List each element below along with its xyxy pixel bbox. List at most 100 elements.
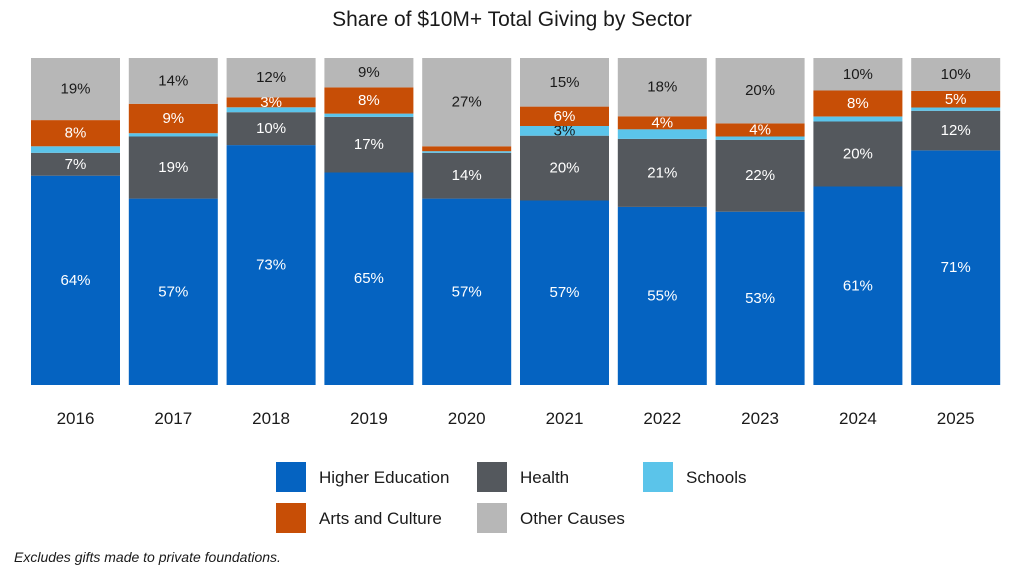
bar-arts-and-culture-2022 <box>617 116 707 130</box>
bar-other-causes-2025 <box>911 58 1001 91</box>
bar-arts-and-culture-2025 <box>911 91 1001 108</box>
x-tick-label-2018: 2018 <box>252 409 290 428</box>
bar-health-2022 <box>617 138 707 207</box>
bar-higher-education-2017 <box>128 198 218 385</box>
data-label-arts-and-culture-2022: 4% <box>651 114 673 131</box>
legend: Higher Education Health Schools Arts and Cu… <box>276 462 746 533</box>
data-label-other-causes-2019: 9% <box>358 64 380 81</box>
legend-swatch-higher-education <box>276 462 306 492</box>
legend-swatch-schools <box>643 462 673 492</box>
bar-higher-education-2022 <box>617 206 707 385</box>
bar-schools-2021 <box>520 126 609 136</box>
plot-area: 64% 7% 8% 19% 57% 19% 9% 14% 73% 10% 3% 12% 65% 17% 8%… <box>31 58 1001 385</box>
footnote: Excludes gifts made to private foundatio… <box>14 549 281 565</box>
bar-other-causes-2016 <box>31 58 120 121</box>
legend-label-higher-education: Higher Education <box>319 468 449 487</box>
bar-other-causes-2021 <box>520 58 609 107</box>
data-label-arts-and-culture-2025: 5% <box>945 91 967 108</box>
data-label-other-causes-2016: 19% <box>60 81 90 98</box>
bar-health-2024 <box>813 121 903 187</box>
bar-higher-education-2024 <box>813 186 903 385</box>
bar-health-2020 <box>422 152 512 199</box>
bar-health-2019 <box>324 116 414 173</box>
legend-label-schools: Schools <box>686 468 746 487</box>
x-tick-label-2024: 2024 <box>839 409 877 428</box>
data-label-health-2017: 19% <box>158 159 188 176</box>
bar-arts-and-culture-2017 <box>128 103 218 134</box>
data-label-arts-and-culture-2024: 8% <box>847 95 869 112</box>
data-label-health-2020: 14% <box>452 167 482 184</box>
data-label-higher-education-2016: 64% <box>60 272 90 289</box>
legend-label-arts-and-culture: Arts and Culture <box>319 509 442 528</box>
bar-arts-and-culture-2021 <box>520 106 609 126</box>
x-axis-ticks: 2016 2017 2018 2019 2020 2021 2022 2023 2024 2025 <box>57 409 975 428</box>
data-label-higher-education-2017: 57% <box>158 283 188 300</box>
bar-other-causes-2019 <box>324 58 414 88</box>
data-label-higher-education-2024: 61% <box>843 277 873 294</box>
x-tick-label-2019: 2019 <box>350 409 388 428</box>
bar-health-2021 <box>520 135 609 201</box>
data-label-other-causes-2023: 20% <box>745 82 775 99</box>
legend-label-other-causes: Other Causes <box>520 509 625 528</box>
bar-schools-2016 <box>31 146 120 153</box>
bar-higher-education-2021 <box>520 200 609 385</box>
bar-other-causes-2023 <box>715 58 805 124</box>
x-tick-label-2022: 2022 <box>643 409 681 428</box>
data-label-higher-education-2022: 55% <box>647 288 677 305</box>
data-label-health-2018: 10% <box>256 120 286 137</box>
bar-arts-and-culture-2024 <box>813 90 903 117</box>
data-label-health-2023: 22% <box>745 167 775 184</box>
data-label-arts-and-culture-2016: 8% <box>65 125 87 142</box>
bar-schools-2017 <box>128 133 218 137</box>
bar-health-2017 <box>128 136 218 199</box>
bar-health-2016 <box>31 152 120 176</box>
data-label-higher-education-2020: 57% <box>452 283 482 300</box>
bar-schools-2022 <box>617 129 707 139</box>
x-tick-label-2025: 2025 <box>937 409 975 428</box>
bar-higher-education-2025 <box>911 150 1001 385</box>
bar-schools-2019 <box>324 113 414 117</box>
chart-title: Share of $10M+ Total Giving by Sector <box>332 8 692 31</box>
bar-arts-and-culture-2016 <box>31 120 120 147</box>
bar-health-2018 <box>226 112 316 146</box>
bar-schools-2018 <box>226 107 316 113</box>
bar-higher-education-2016 <box>31 175 120 385</box>
data-label-other-causes-2017: 14% <box>158 72 188 89</box>
bar-schools-2024 <box>813 116 903 122</box>
bar-schools-2025 <box>911 107 1001 111</box>
x-tick-label-2017: 2017 <box>154 409 192 428</box>
bar-higher-education-2023 <box>715 211 805 385</box>
bar-higher-education-2020 <box>422 198 512 385</box>
legend-swatch-other-causes <box>477 503 507 533</box>
data-label-health-2022: 21% <box>647 164 677 181</box>
bar-schools-2023 <box>715 136 805 140</box>
data-label-arts-and-culture-2019: 8% <box>358 92 380 109</box>
data-label-arts-and-culture-2023: 4% <box>749 121 771 138</box>
data-label-health-2024: 20% <box>843 146 873 163</box>
bar-other-causes-2018 <box>226 58 316 98</box>
data-label-schools-2021: 3% <box>554 122 576 139</box>
bar-other-causes-2022 <box>617 58 707 117</box>
data-label-other-causes-2024: 10% <box>843 66 873 83</box>
data-label-arts-and-culture-2018: 3% <box>260 94 282 111</box>
data-label-health-2025: 12% <box>941 122 971 139</box>
data-label-health-2016: 7% <box>65 156 87 173</box>
bar-health-2023 <box>715 139 805 212</box>
bar-arts-and-culture-2020 <box>422 146 512 152</box>
legend-swatch-arts-and-culture <box>276 503 306 533</box>
data-label-other-causes-2022: 18% <box>647 79 677 96</box>
x-tick-label-2023: 2023 <box>741 409 779 428</box>
data-label-other-causes-2021: 15% <box>549 74 579 91</box>
bar-health-2025 <box>911 110 1001 151</box>
legend-swatch-health <box>477 462 507 492</box>
data-label-higher-education-2025: 71% <box>941 259 971 276</box>
bar-higher-education-2019 <box>324 172 414 385</box>
x-tick-label-2020: 2020 <box>448 409 486 428</box>
bar-higher-education-2018 <box>226 145 316 385</box>
bar-arts-and-culture-2023 <box>715 123 805 137</box>
bar-other-causes-2024 <box>813 58 903 91</box>
bar-schools-2020 <box>422 151 512 153</box>
legend-label-health: Health <box>520 468 569 487</box>
x-tick-label-2021: 2021 <box>546 409 584 428</box>
